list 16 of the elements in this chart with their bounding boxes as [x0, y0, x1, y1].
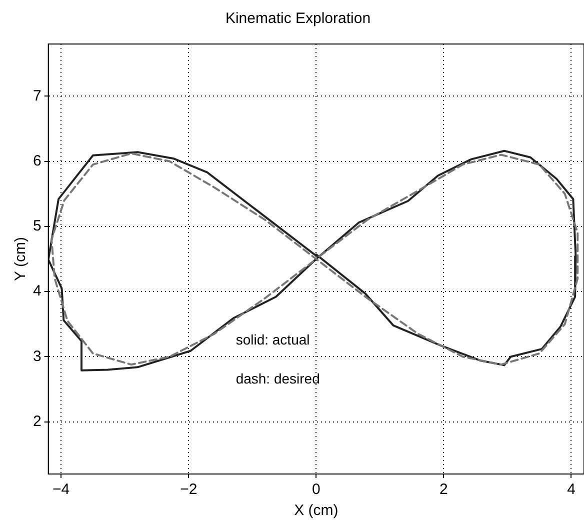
x-tick-label: 4	[567, 481, 576, 498]
y-tick-label: 4	[33, 282, 42, 300]
annotation: dash: desired	[236, 370, 320, 386]
x-tick-label: −4	[52, 481, 70, 498]
y-tick-label: 6	[33, 152, 42, 170]
y-tick-label: 3	[33, 348, 42, 365]
y-tick-label: 5	[33, 218, 42, 235]
y-tick-label: 7	[33, 87, 42, 104]
chart-title: Kinematic Exploration	[225, 10, 371, 28]
y-axis-title: Y (cm)	[12, 237, 30, 281]
y-tick-label: 2	[33, 413, 42, 430]
x-tick-label: 0	[312, 481, 320, 498]
annotation: solid: actual	[236, 332, 310, 348]
x-tick-label: −2	[180, 481, 198, 498]
x-axis-title: X (cm)	[294, 502, 338, 520]
x-tick-label: 2	[440, 481, 448, 498]
